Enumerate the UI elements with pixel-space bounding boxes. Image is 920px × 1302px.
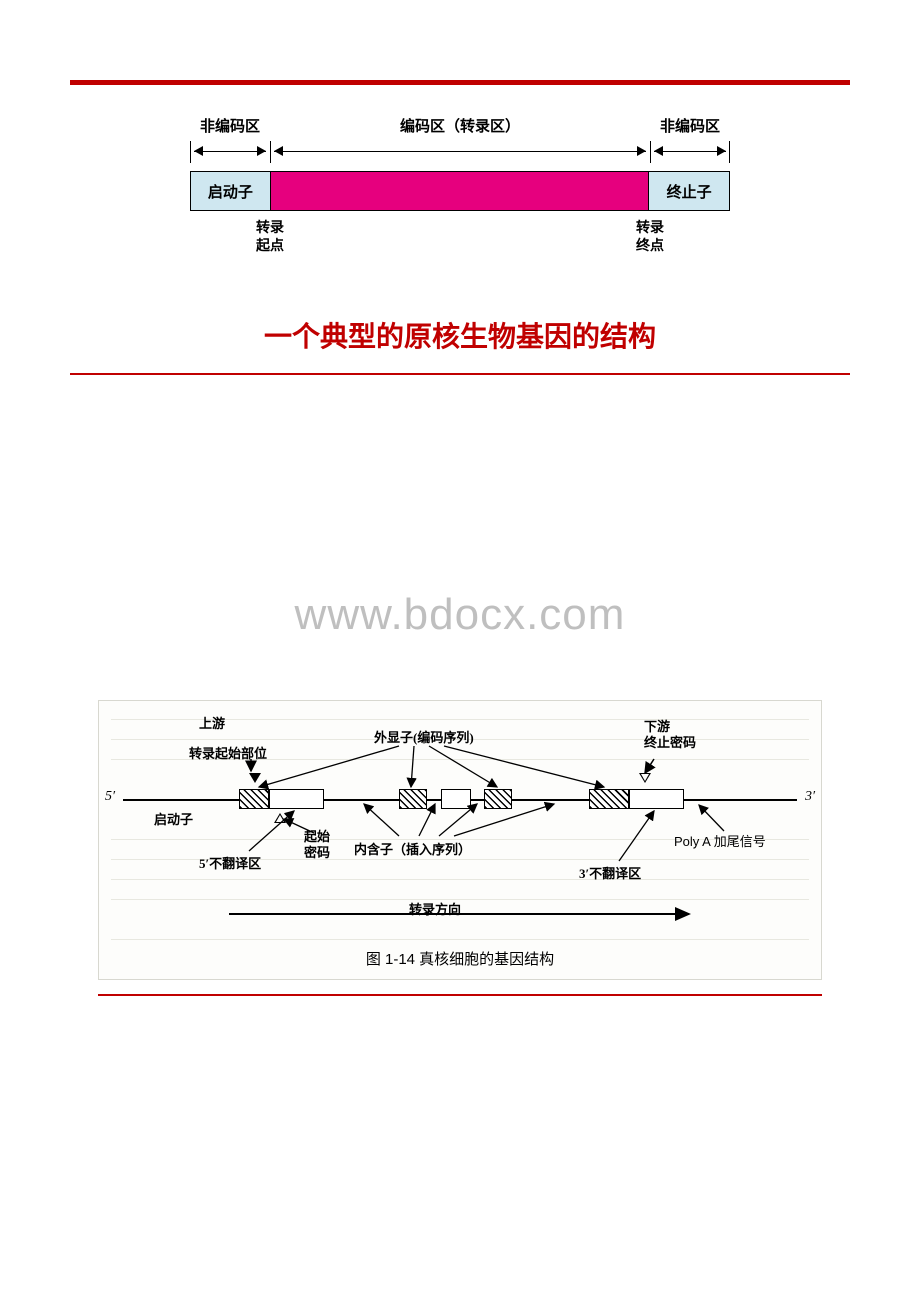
- label-transcription-end: 转录终点: [626, 219, 674, 254]
- label-downstream: 下游终止密码: [644, 719, 696, 750]
- stop-codon-marker-icon: [639, 773, 651, 783]
- label-polya: Poly A 加尾信号: [674, 831, 766, 850]
- label-promoter: 启动子: [154, 809, 193, 828]
- label-utr3: 3′不翻译区: [579, 863, 641, 882]
- section-divider: [70, 373, 850, 375]
- tss-marker-icon: [249, 773, 261, 783]
- utr-or-intron-box: [441, 789, 471, 809]
- promoter-box: 启动子: [191, 172, 271, 210]
- exon-box: [399, 789, 427, 809]
- label-noncoding-right: 非编码区: [650, 115, 730, 136]
- coding-box: [271, 172, 650, 210]
- segment-arrows: [190, 141, 730, 163]
- label-utr5: 5′不翻译区: [199, 853, 261, 872]
- label-start-site: 转录起始部位: [189, 743, 267, 762]
- label-transcription-start: 转录起点: [246, 219, 294, 254]
- label-exon: 外显子(编码序列): [374, 727, 474, 746]
- utr-or-intron-box: [629, 789, 684, 809]
- five-prime-label: 5′: [105, 789, 115, 805]
- eukaryote-gene-diagram: 5′ 3′: [98, 700, 822, 996]
- start-codon-marker-icon: [274, 813, 286, 823]
- exon-box: [589, 789, 629, 809]
- exon-box: [239, 789, 269, 809]
- diagram-title: 一个典型的原核生物基因的结构: [70, 315, 850, 355]
- three-prime-label: 3′: [805, 789, 815, 805]
- exon-box: [484, 789, 512, 809]
- prokaryote-gene-diagram: 非编码区 编码区（转录区） 非编码区 启动子 终止子 转录起点 转录终点: [190, 115, 730, 285]
- section-divider: [70, 80, 850, 85]
- label-coding: 编码区（转录区）: [270, 115, 650, 136]
- label-noncoding-left: 非编码区: [190, 115, 270, 136]
- gene-bar: 启动子 终止子: [190, 171, 730, 211]
- terminator-box: 终止子: [649, 172, 729, 210]
- label-upstream: 上游: [199, 713, 225, 732]
- label-direction: 转录方向: [409, 899, 461, 918]
- transcription-direction-arrow: [229, 913, 689, 915]
- figure-caption: 图 1-14 真核细胞的基因结构: [99, 948, 821, 969]
- label-intron: 内含子（插入序列）: [354, 839, 471, 858]
- label-start-codon: 起始密码: [304, 829, 330, 860]
- utr-or-intron-box: [269, 789, 324, 809]
- watermark-text: www.bdocx.com: [0, 590, 920, 640]
- section-divider: [98, 994, 822, 996]
